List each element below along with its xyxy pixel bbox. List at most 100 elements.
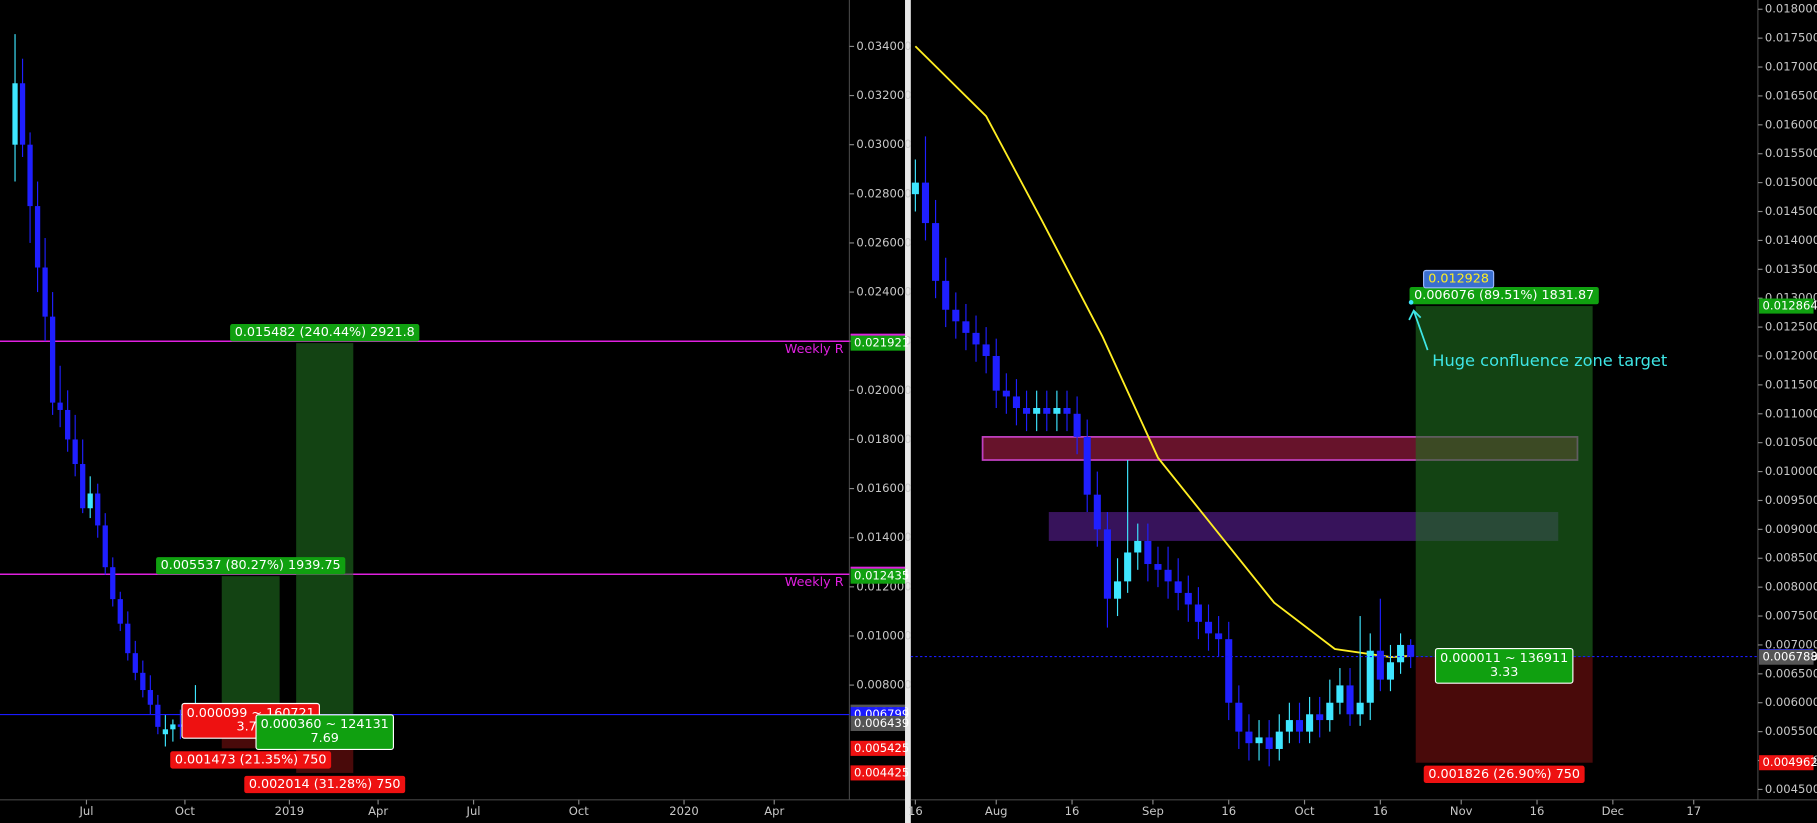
candle-body [1275,731,1283,749]
candle-body [125,623,131,654]
x-tick-label: 16 [908,804,923,818]
candle-body [1033,407,1041,414]
x-tick-label: 2020 [669,804,698,818]
center-box [1434,647,1574,684]
stop-label-group: 0.001473 (21.35%) 750 [170,751,332,769]
price-tag: 0.006788 [1759,649,1817,665]
candle-body [72,439,78,465]
target-label-group: 0.006076 (89.51%) 1831.87 [1409,286,1599,305]
candle-body [972,332,980,345]
target-tag: 0.012928 [1428,272,1489,287]
price-tag: 0.004962 [1759,755,1817,771]
candle-body [1103,529,1111,599]
annotation-arrow [1412,310,1429,351]
x-tick-label: 2019 [275,804,304,818]
pane-divider [905,0,911,823]
candle-body [932,223,940,281]
candle-body [1215,633,1223,640]
price-tag: 0.006439 [850,715,909,731]
y-tick-label: 0.010000 [856,628,911,642]
candle-body [1023,407,1031,414]
target-label-group: 0.015482 (240.44%) 2921.8 [230,324,420,342]
candle-body [992,355,1000,391]
candle-body [140,672,146,691]
candle-body [982,344,990,356]
stop-label: 0.001826 (26.90%) 750 [1428,767,1580,782]
candle-body [1164,569,1172,582]
target-point [1408,300,1414,305]
price-tag-box [1759,298,1814,314]
y-tick-label: 0.007000 [1765,637,1817,651]
x-tick-label: Apr [368,804,388,818]
center-label: 0.000011 ~ 136911 [1440,651,1568,666]
y-tick-label: 0.012500 [1765,320,1817,334]
candle-body [1194,604,1202,622]
candle-body [1124,552,1132,582]
y-tick-label: 0.013500 [1765,262,1817,276]
y-tick-label: 0.014500 [1765,204,1817,218]
y-tick-label: 0.018000 [856,432,911,446]
price-tag-label: 0.012864 [1763,299,1817,313]
y-tick-label: 0.016000 [1765,117,1817,131]
candle-body [1356,702,1364,715]
candle-body [65,409,71,440]
candle-body [110,567,116,600]
y-tick-label: 0.008000 [856,678,911,692]
x-tick-label: Sep [1142,804,1164,818]
price-tag-label: 0.004962 [1763,755,1817,769]
candle-body [1083,436,1091,495]
y-tick-label: 0.007500 [1765,609,1817,623]
target-label: 0.015482 (240.44%) 2921.8 [235,325,415,340]
y-tick-label: 0.016000 [856,481,911,495]
candle-body [1336,685,1344,703]
y-tick-label: 0.008500 [1765,551,1817,565]
candle-body [1204,621,1213,634]
x-tick-label: Dec [1602,804,1624,818]
target-label: 0.005537 (80.27%) 1939.75 [161,558,341,573]
ratio-label: 3.33 [1490,665,1518,680]
x-tick-label: 16 [1530,804,1545,818]
y-tick-label: 0.004500 [1765,782,1817,796]
x-tick-label: Nov [1450,804,1473,818]
x-tick-label: 16 [1221,804,1236,818]
candle-body [102,525,108,568]
target-label: 0.006076 (89.51%) 1831.87 [1414,288,1594,303]
y-tick-label: 0.020000 [856,383,911,397]
price-tag-box [850,765,906,781]
target-tag-box [1423,269,1495,289]
candle-body [1174,581,1182,593]
center-box [255,714,395,751]
candle-body [1255,737,1263,744]
candle-body [942,280,950,310]
profit-zone [296,343,354,724]
price-tag-label: 0.004425 [854,765,909,779]
candle-body [1063,407,1071,414]
x-tick-label: Oct [1295,804,1315,818]
y-tick-label: 0.005500 [1765,724,1817,738]
candle-body [1073,413,1081,437]
candle-body [1376,650,1384,680]
candle-body [952,309,960,322]
candle-body [1225,639,1233,703]
y-tick-label: 0.010000 [1765,464,1817,478]
stop-label-group: 0.002014 (31.28%) 750 [244,775,406,794]
price-tag-label: 0.006788 [1763,650,1817,664]
x-tick-label: Jul [78,804,93,818]
candle-body [155,704,161,727]
candle-body [1144,540,1152,565]
candle-body [1053,407,1061,414]
candle-body [49,316,56,403]
x-tick-label: Oct [569,804,589,818]
candle-body [1154,564,1162,570]
y-tick-label: 0.006500 [1765,666,1817,680]
candle-body [162,729,169,735]
candle-body [921,182,930,224]
price-tag-label: 0.006439 [854,716,909,730]
y-tick-label: 0.008000 [1765,580,1817,594]
y-tick-label: 0.024000 [856,285,911,299]
target-label-box [1409,286,1599,305]
x-tick-label: Apr [764,804,784,818]
